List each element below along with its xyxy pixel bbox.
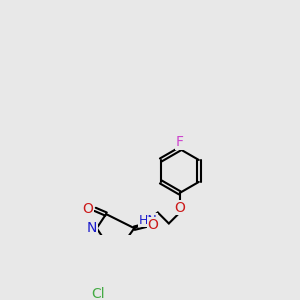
Text: O: O (148, 218, 159, 232)
Text: N: N (87, 221, 97, 235)
Text: O: O (174, 201, 185, 215)
Text: O: O (82, 202, 94, 216)
Text: HN: HN (138, 214, 157, 227)
Text: F: F (176, 135, 184, 149)
Text: Cl: Cl (92, 287, 105, 300)
